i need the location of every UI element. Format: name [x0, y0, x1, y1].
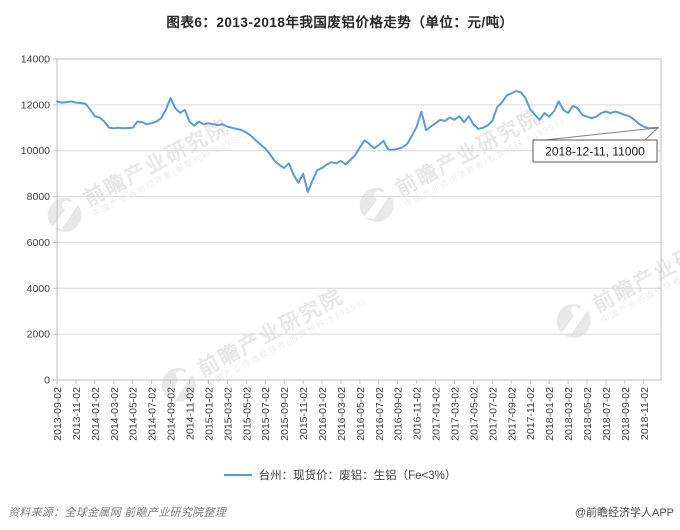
legend-line-marker [223, 474, 252, 476]
price-line-series [56, 90, 659, 193]
x-tick-label: 2017-03-02 [450, 387, 462, 441]
x-tick-label: 2015-11-02 [298, 387, 310, 440]
legend-series-label: 台州：现货价：废铝：生铝（Fe<3%） [258, 470, 457, 482]
plot-border [56, 58, 662, 381]
y-tick-label: 0 [44, 375, 50, 387]
x-tick-label: 2017-11-02 [525, 387, 537, 440]
x-tick-label: 2014-07-02 [147, 387, 159, 441]
x-tick-label: 2015-09-02 [279, 387, 291, 441]
x-tick-label: 2016-05-02 [355, 387, 367, 441]
y-axis: 0 2000 4000 6000 8000 10000 12000 14000 [21, 54, 57, 387]
x-tick-label: 2015-07-02 [260, 387, 272, 441]
x-tick-label: 2018-03-02 [563, 387, 575, 441]
x-tick-label: 2018-07-02 [601, 387, 613, 441]
x-tick-label: 2015-03-02 [222, 387, 234, 441]
x-tick-label: 2016-01-02 [317, 387, 329, 441]
grid-lines [57, 104, 661, 335]
x-tick-label: 2013-09-02 [52, 387, 64, 441]
x-tick-label: 2014-05-02 [128, 387, 140, 441]
y-tick-label: 2000 [27, 329, 51, 341]
y-tick-label: 10000 [21, 145, 50, 157]
data-source-note: 资料来源：全球金属网 前瞻产业研究院整理 [8, 507, 227, 519]
x-tick-label: 2015-01-02 [203, 387, 215, 441]
x-tick-label: 2014-09-02 [166, 387, 178, 441]
price-line-chart: 0 2000 4000 6000 8000 10000 12000 14000 2013-09-… [21, 54, 662, 441]
annotation-label: 2018-12-11, 11000 [545, 145, 645, 159]
y-tick-label: 4000 [27, 283, 51, 295]
chart-title: 图表6：2013-2018年我国废铝价格走势（单位：元/吨） [166, 15, 514, 30]
x-axis: 2013-09-02 2013-11-02 2014-01-02 2014-03-02… [52, 380, 651, 441]
x-tick-label: 2014-03-02 [109, 387, 121, 441]
y-tick-label: 14000 [21, 54, 50, 66]
y-tick-label: 6000 [27, 237, 51, 249]
x-tick-label: 2018-01-02 [544, 387, 556, 441]
x-tick-label: 2016-09-02 [393, 387, 405, 441]
credit-note: @前瞻经济学人APP [574, 507, 674, 519]
x-tick-label: 2014-01-02 [90, 387, 102, 441]
x-tick-label: 2014-11-02 [185, 387, 197, 440]
x-tick-label: 2017-09-02 [506, 387, 518, 441]
x-tick-label: 2015-05-02 [241, 387, 253, 441]
x-tick-label: 2018-05-02 [582, 387, 594, 441]
annotation-callout: 2018-12-11, 11000 [532, 127, 659, 163]
x-tick-label: 2017-01-02 [431, 387, 443, 441]
x-tick-label: 2017-05-02 [468, 387, 480, 441]
y-tick-label: 12000 [21, 99, 50, 111]
y-tick-label: 8000 [27, 191, 51, 203]
chart-legend: 台州：现货价：废铝：生铝（Fe<3%） [0, 466, 680, 484]
x-tick-label: 2016-11-02 [412, 387, 424, 440]
x-tick-label: 2018-11-02 [639, 387, 651, 440]
x-tick-label: 2016-07-02 [374, 387, 386, 441]
x-tick-label: 2013-11-02 [71, 387, 83, 440]
chart-footer: 资料来源：全球金属网 前瞻产业研究院整理 @前瞻经济学人APP [0, 502, 680, 524]
x-tick-label: 2018-09-02 [620, 387, 632, 441]
x-tick-label: 2016-03-02 [336, 387, 348, 441]
x-tick-label: 2017-07-02 [487, 387, 499, 441]
